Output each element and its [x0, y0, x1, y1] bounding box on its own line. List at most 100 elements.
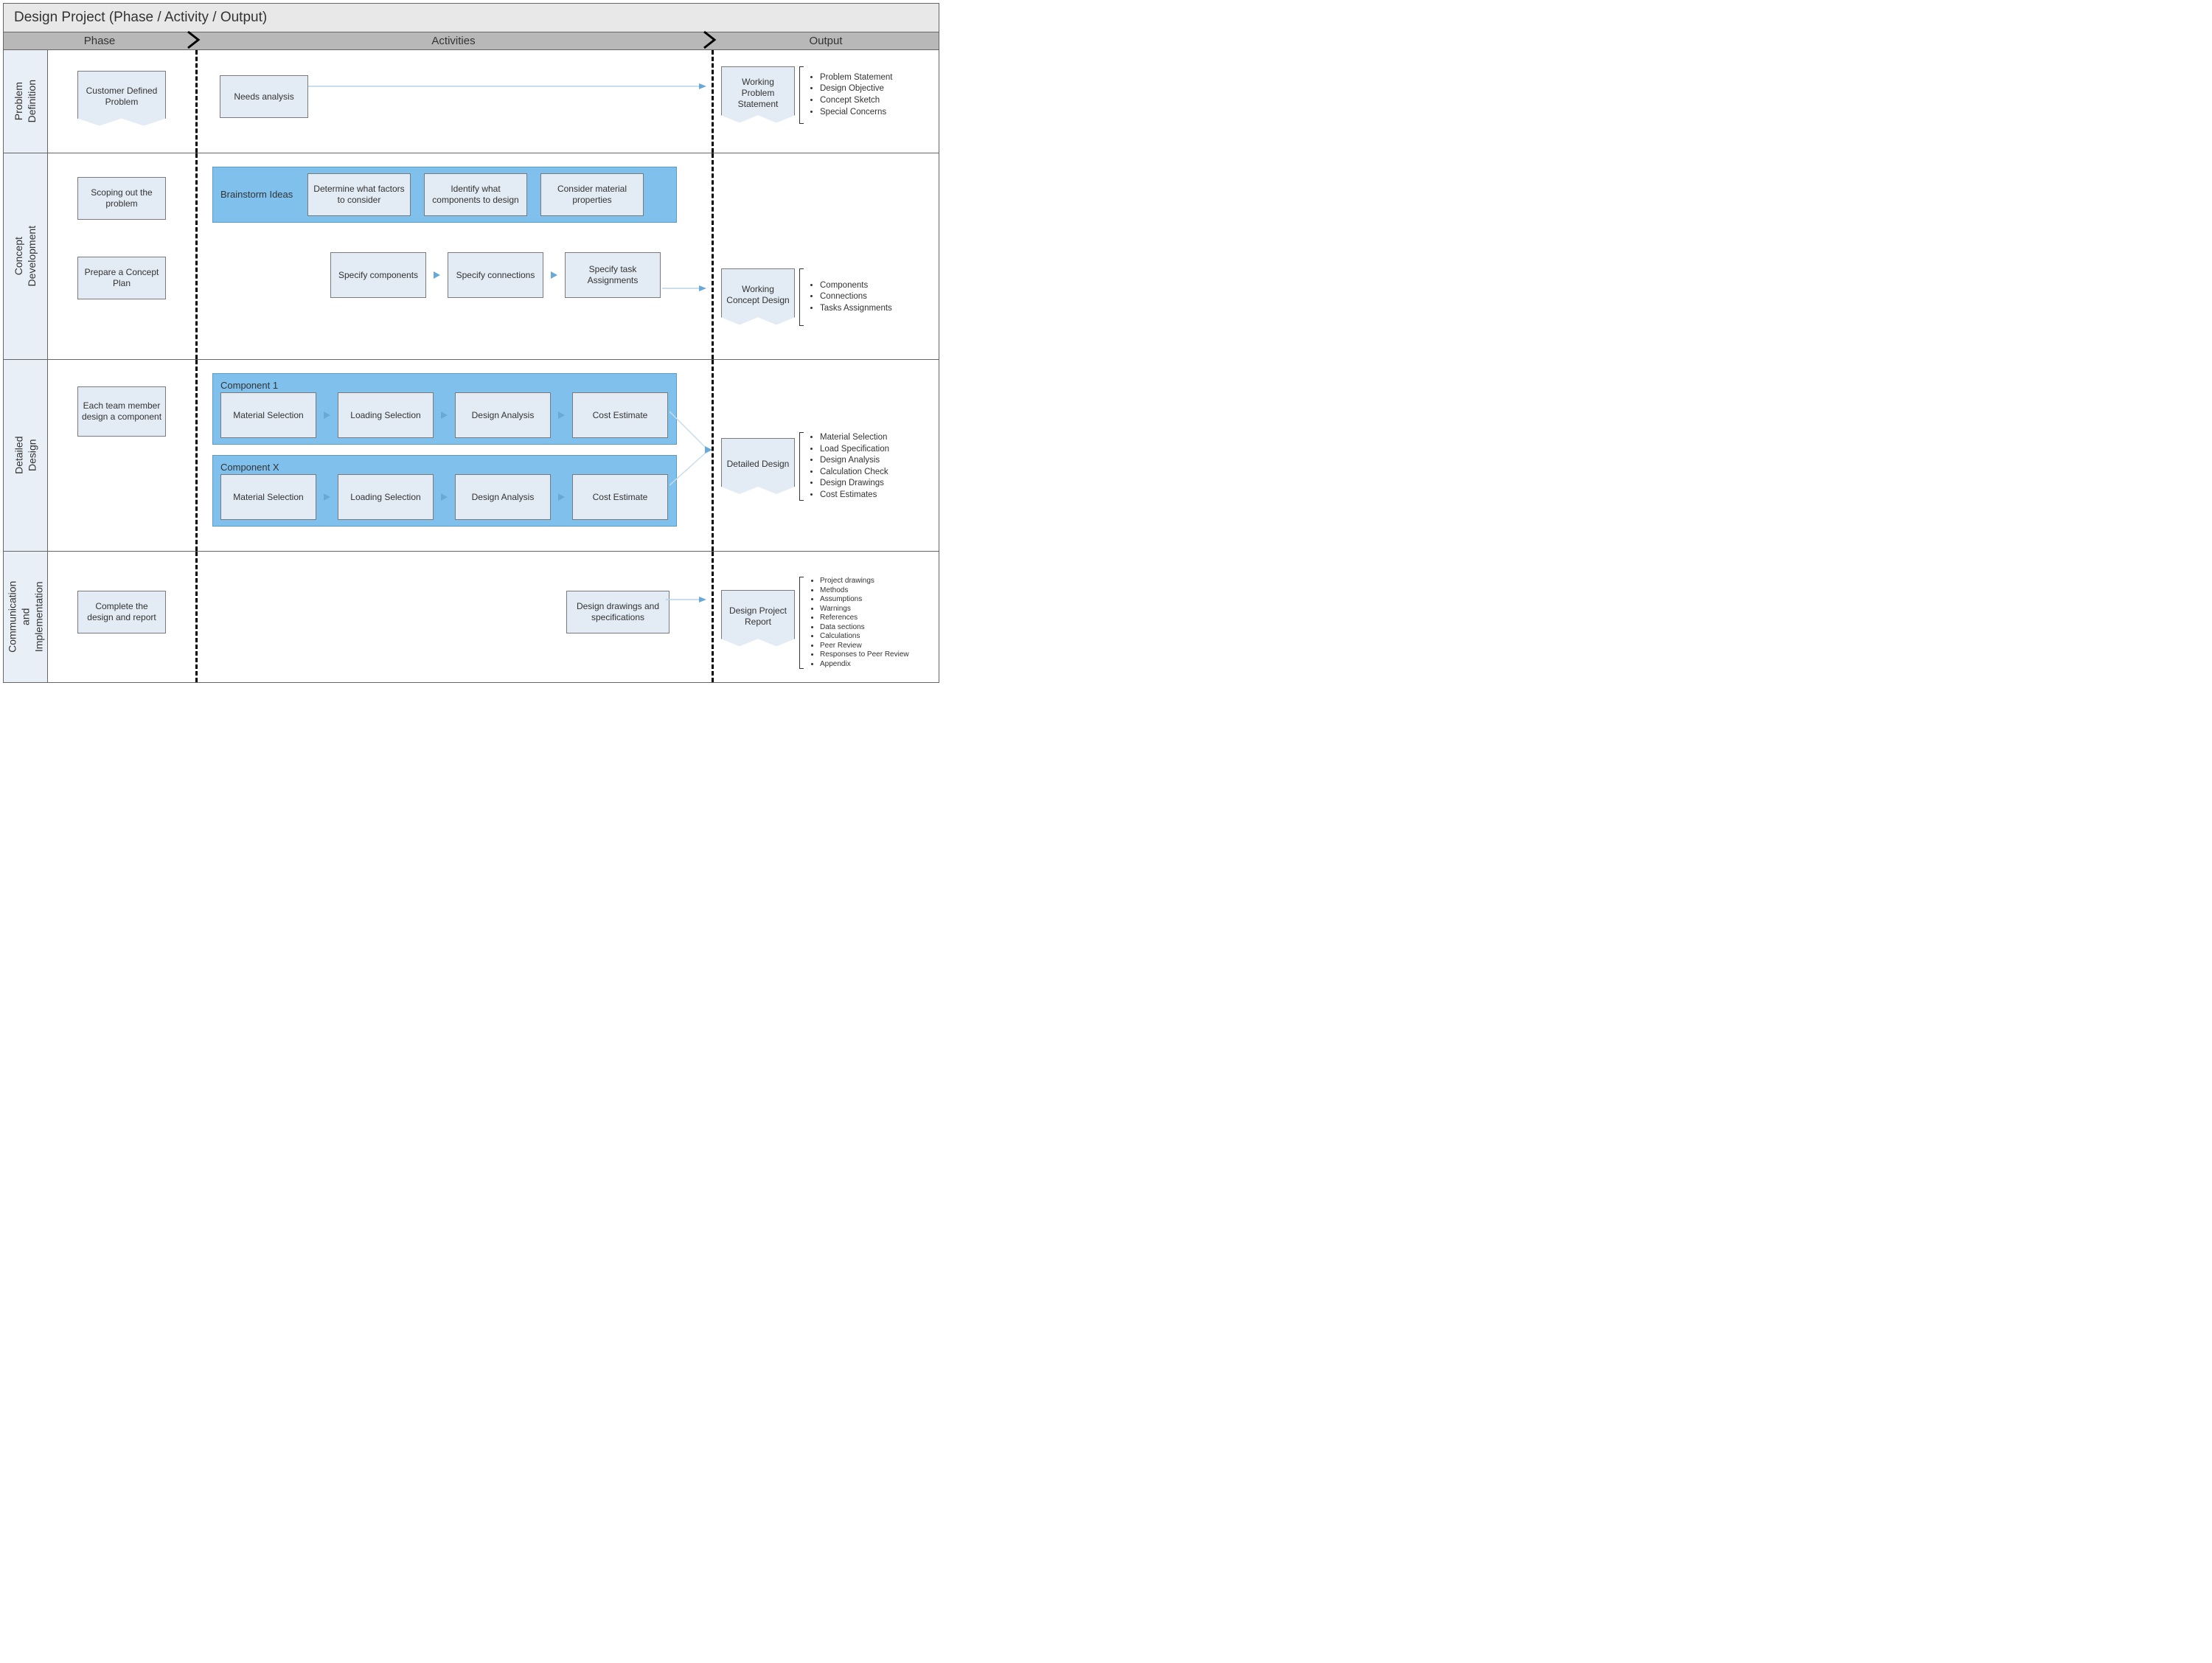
phase-label: ProblemDefinition [12, 80, 38, 122]
activities-col: Needs analysis [195, 50, 712, 153]
activities-col: Component 1 Material Selection Loading S… [195, 360, 712, 551]
chain-box: Specify connections [448, 252, 543, 298]
bullet: Design Drawings [820, 478, 889, 490]
panel-box: Identify what components to design [424, 173, 527, 216]
bullet: Design Objective [820, 83, 892, 95]
phase-box: Scoping out the problem [77, 177, 166, 220]
arrow-icon [558, 412, 565, 419]
activity-box: Needs analysis [220, 75, 308, 118]
output-bullets: Components Connections Tasks Assignments [808, 280, 892, 315]
bullet: Calculations [820, 632, 909, 642]
bullet: Design Analysis [820, 455, 889, 467]
arrow-icon [558, 493, 565, 501]
bullet: Tasks Assignments [820, 303, 892, 315]
phase-boxes-col: Complete the design and report [48, 552, 195, 682]
row-problem-definition: ProblemDefinition Customer Defined Probl… [4, 50, 939, 153]
arrow-icon [434, 271, 440, 279]
activity-chain: Specify components Specify connections S… [330, 252, 704, 298]
output-col: Working Problem Statement Problem Statem… [712, 50, 940, 153]
phase-boxes-col: Each team member design a component [48, 360, 195, 551]
panel-box: Cost Estimate [572, 474, 668, 520]
bracket-icon [799, 432, 804, 501]
bullet: Assumptions [820, 595, 909, 605]
bullet: Material Selection [820, 432, 889, 444]
panel-title: Component X [220, 462, 669, 473]
arrow-icon [441, 493, 448, 501]
activities-col: Design drawings and specifications [195, 552, 712, 682]
output-col: Design Project Report Project drawings M… [712, 552, 940, 682]
col-header-output: Output [712, 32, 940, 49]
panel-box: Loading Selection [338, 474, 434, 520]
output-doc: Working Problem Statement [721, 66, 795, 124]
output-bullets: Problem Statement Design Objective Conce… [808, 72, 892, 118]
bracket-icon [799, 66, 804, 124]
arrow-icon [324, 412, 330, 419]
bracket-icon [799, 577, 804, 669]
panel-box: Design Analysis [455, 392, 551, 438]
phase-boxes-col: Customer Defined Problem [48, 50, 195, 153]
phase-label-cell: ConceptDevelopment [4, 153, 48, 359]
bullet: References [820, 614, 909, 623]
output-bullets: Material Selection Load Specification De… [808, 432, 889, 501]
phase-label-cell: CommunicationandImplementation [4, 552, 48, 682]
panel-title: Brainstorm Ideas [220, 189, 294, 200]
bullet: Responses to Peer Review [820, 650, 909, 660]
chain-box: Specify components [330, 252, 426, 298]
output-doc: Working Concept Design [721, 268, 795, 326]
row-concept-development: ConceptDevelopment Scoping out the probl… [4, 153, 939, 360]
panel-box: Material Selection [220, 392, 316, 438]
diagram-title: Design Project (Phase / Activity / Outpu… [4, 4, 939, 32]
bullet: Warnings [820, 605, 909, 614]
phase-box: Prepare a Concept Plan [77, 257, 166, 299]
component-panel: Component X Material Selection Loading S… [212, 455, 677, 527]
panel-box: Cost Estimate [572, 392, 668, 438]
row-communication-implementation: CommunicationandImplementation Complete … [4, 552, 939, 682]
panel-box: Design Analysis [455, 474, 551, 520]
phase-box: Complete the design and report [77, 591, 166, 633]
output-col: Working Concept Design Components Connec… [712, 153, 940, 359]
panel-box: Determine what factors to consider [307, 173, 411, 216]
bullet: Connections [820, 291, 892, 303]
arrow-icon [324, 493, 330, 501]
arrow-icon [551, 271, 557, 279]
col-header-output-label: Output [809, 35, 842, 47]
phase-label: CommunicationandImplementation [5, 581, 46, 653]
col-header-phase-label: Phase [84, 35, 116, 47]
bracket-icon [799, 268, 804, 326]
panel-box: Loading Selection [338, 392, 434, 438]
phase-box: Each team member design a component [77, 386, 166, 437]
bullet: Concept Sketch [820, 95, 892, 107]
flow-arrow [308, 83, 706, 90]
output-doc: Design Project Report [721, 590, 795, 648]
chevron-icon [187, 30, 203, 52]
activity-box: Design drawings and specifications [566, 591, 669, 633]
phase-label-cell: DetailedDesign [4, 360, 48, 551]
flow-arrow [666, 596, 706, 603]
design-project-diagram: Design Project (Phase / Activity / Outpu… [3, 3, 939, 683]
bullet: Cost Estimates [820, 490, 889, 501]
panel-title: Component 1 [220, 380, 669, 391]
bullet: Methods [820, 586, 909, 596]
phase-doc-box: Customer Defined Problem [77, 71, 166, 127]
phase-label-cell: ProblemDefinition [4, 50, 48, 153]
bullet: Calculation Check [820, 467, 889, 479]
row-detailed-design: DetailedDesign Each team member design a… [4, 360, 939, 552]
brainstorm-panel: Brainstorm Ideas Determine what factors … [212, 167, 677, 223]
component-panel: Component 1 Material Selection Loading S… [212, 373, 677, 445]
bullet: Project drawings [820, 577, 909, 586]
phase-label: DetailedDesign [12, 437, 38, 474]
chain-box: Specify task Assignments [565, 252, 661, 298]
activities-col: Brainstorm Ideas Determine what factors … [195, 153, 712, 359]
bullet: Problem Statement [820, 72, 892, 84]
output-bullets: Project drawings Methods Assumptions War… [808, 577, 909, 669]
col-header-activities-label: Activities [431, 35, 475, 47]
output-doc: Detailed Design [721, 438, 795, 496]
column-header-row: Phase Activities Output [4, 32, 939, 50]
col-header-phase: Phase [4, 32, 195, 49]
bullet: Special Concerns [820, 107, 892, 119]
bullet: Appendix [820, 660, 909, 670]
output-col: Detailed Design Material Selection Load … [712, 360, 940, 551]
phase-label: ConceptDevelopment [12, 226, 38, 287]
phase-boxes-col: Scoping out the problem Prepare a Concep… [48, 153, 195, 359]
panel-box: Consider material properties [540, 173, 644, 216]
